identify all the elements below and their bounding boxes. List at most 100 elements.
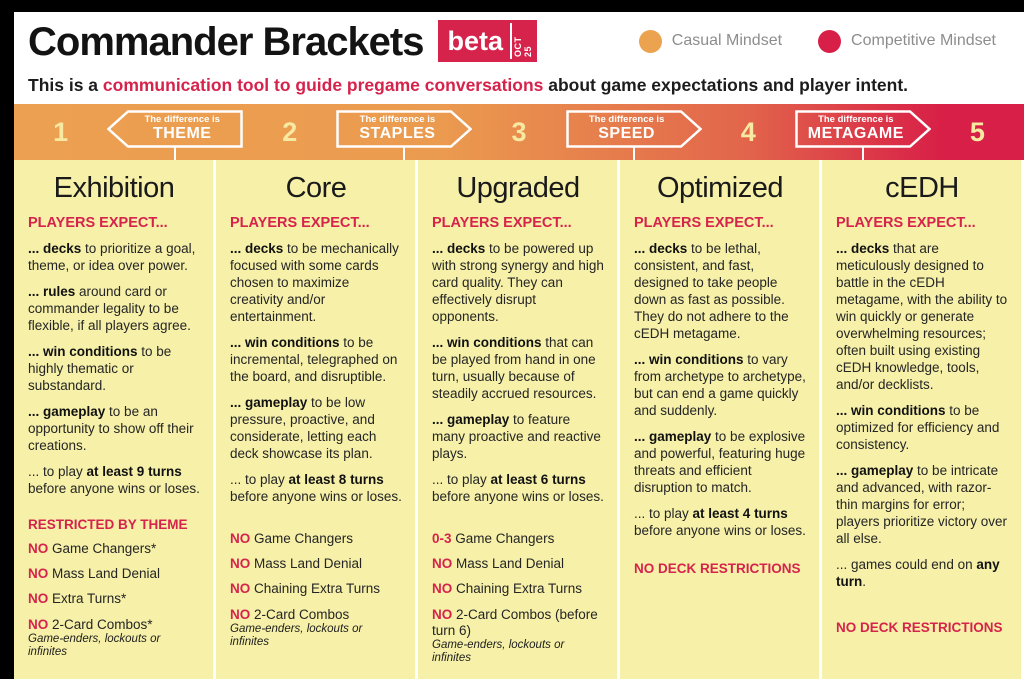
difference-sign-staples: The difference is STAPLES [336, 110, 473, 160]
sign-pre-text: The difference is [144, 113, 220, 125]
beta-date: OCT 25 [510, 23, 535, 59]
expectation-text: to be lethal, consistent, and fast, desi… [634, 241, 789, 341]
expectation-item: ... gameplay to be explosive and powerfu… [634, 428, 806, 496]
bracket-column-upgraded: Upgraded PLAYERS EXPECT... ... decks to be… [418, 160, 620, 679]
expectation-text: . [862, 574, 867, 589]
sign-text: The difference is STAPLES [336, 110, 472, 148]
legend-item-competitive: Competitive Mindset [818, 29, 996, 53]
restriction-subnote: Game-enders, lockouts or infinites [28, 632, 161, 658]
expectation-item: ... gameplay to be low pressure, proacti… [230, 394, 402, 462]
sign-stem [632, 147, 635, 160]
mindset-legend: Casual Mindset Competitive Mindset [613, 29, 996, 53]
bracket-columns: Exhibition PLAYERS EXPECT... ... decks to … [14, 160, 1024, 679]
sign-stem [861, 147, 864, 160]
restriction-item: NO Extra Turns* [28, 591, 200, 607]
sign-stem [174, 147, 177, 160]
bracket-number-5: 5 [969, 116, 985, 147]
column-title: Core [285, 172, 347, 204]
sign-pre-text: The difference is [588, 113, 665, 125]
restriction-tag: NO [230, 581, 251, 597]
expectation-keyword: ... decks [836, 241, 890, 256]
restriction-tag: NO [28, 616, 49, 632]
expectation-keyword: ... win conditions [432, 335, 542, 350]
bracket-scale-bar: 1 The difference is THEME 2 The differen… [14, 104, 1024, 160]
sign-text: The difference is METAGAME [795, 110, 931, 148]
title-row: Commander Brackets beta OCT 25 Casual Mi… [28, 20, 1014, 62]
restriction-text: Game Changers [250, 531, 354, 546]
expectation-item: ... decks to be powered up with strong s… [432, 240, 604, 325]
restrictions-header: RESTRICTED BY THEME [28, 517, 188, 532]
expectation-keyword: ... rules [28, 284, 76, 299]
expectation-keyword: at least 4 turns [692, 506, 788, 521]
expectation-text: ... to play [432, 472, 491, 487]
expectation-item: ... to play at least 4 turns before anyo… [634, 505, 806, 539]
subtitle-prefix: This is a [28, 75, 103, 95]
restriction-text: Mass Land Denial [452, 556, 565, 572]
players-expect-label: PLAYERS EXPECT... [836, 215, 976, 231]
restriction-item: NO Chaining Extra Turns [432, 581, 604, 597]
restriction-text: Chaining Extra Turns [452, 581, 583, 597]
expectation-keyword: at least 6 turns [490, 472, 586, 487]
restriction-tag: NO [432, 581, 453, 597]
competitive-mindset-dot-icon [818, 29, 842, 53]
expectation-text: to be incremental, telegraphed on the bo… [230, 335, 398, 384]
restriction-tag: 0-3 [432, 531, 452, 546]
expectation-text: ... to play [230, 472, 289, 487]
expectation-text: to be optimized for efficiency and consi… [836, 403, 1000, 452]
expectation-text: that are meticulously designed to battle… [836, 241, 1008, 392]
no-deck-restrictions-note: NO DECK RESTRICTIONS [836, 620, 1003, 635]
players-expect-label: PLAYERS EXPECT... [28, 215, 168, 231]
difference-sign-speed: The difference is SPEED [565, 110, 702, 160]
expectation-keyword: ... decks [28, 241, 82, 256]
sign-pre-text: The difference is [359, 113, 436, 125]
restriction-tag: NO [230, 606, 251, 622]
expectation-text: to be highly thematic or substandard. [28, 344, 172, 393]
subtitle-suffix: about game expectations and player inten… [543, 75, 909, 95]
players-expect-label: PLAYERS EXPECT... [432, 215, 572, 231]
expectation-item: ... decks to be lethal, consistent, and … [634, 240, 806, 342]
restriction-text: 2-Card Combos* [48, 616, 153, 632]
restriction-item: NO 2-Card Combos* Game-enders, lockouts o… [28, 617, 200, 660]
expectation-keyword: ... gameplay [836, 463, 914, 478]
players-expect-label: PLAYERS EXPECT... [634, 215, 774, 231]
restriction-item: NO Mass Land Denial [230, 556, 402, 572]
column-title: Exhibition [53, 172, 175, 204]
expectation-keyword: ... gameplay [432, 412, 510, 427]
content-area: Commander Brackets beta OCT 25 Casual Mi… [14, 12, 1024, 679]
expectation-item: ... win conditions to be optimized for e… [836, 402, 1008, 453]
expectation-item: ... win conditions to be incremental, te… [230, 334, 402, 385]
restriction-text: Game Changers [451, 531, 555, 546]
expectation-item: ... gameplay to feature many proactive a… [432, 411, 604, 462]
expectation-item: ... rules around card or commander legal… [28, 283, 200, 334]
legend-label: Casual Mindset [671, 32, 783, 49]
expectation-keyword: ... win conditions [28, 344, 138, 359]
restriction-item: NO Chaining Extra Turns [230, 581, 402, 597]
expectation-text: around card or commander legality to be … [28, 284, 191, 333]
expectation-text: to be intricate and advanced, with razor… [836, 463, 1008, 546]
expectation-keyword: ... gameplay [28, 404, 106, 419]
column-title: Upgraded [456, 172, 580, 204]
subtitle-highlight: communication tool to guide pregame conv… [102, 75, 544, 95]
restriction-tag: NO [230, 556, 251, 572]
restriction-text: Mass Land Denial [250, 556, 363, 572]
beta-label: beta [447, 26, 504, 56]
legend-item-casual: Casual Mindset [638, 29, 783, 53]
right-arrow-sign-icon [565, 110, 702, 148]
expectation-text: that can be played from hand in one turn… [432, 335, 597, 401]
left-arrow-sign-icon [107, 110, 243, 148]
restriction-tag: NO [28, 541, 49, 556]
expectation-keyword: at least 9 turns [86, 464, 182, 479]
sign-text: The difference is SPEED [566, 110, 702, 148]
difference-sign-metagame: The difference is METAGAME [795, 110, 931, 160]
difference-sign-theme: The difference is THEME [107, 110, 243, 160]
expectation-text: to feature many proactive and reactive p… [432, 412, 601, 461]
expectation-text: to be powered up with strong synergy and… [432, 241, 604, 324]
restriction-item: NO Mass Land Denial [432, 556, 604, 572]
expectation-text: before anyone wins or loses. [28, 481, 200, 496]
expectation-item: ... to play at least 8 turns before anyo… [230, 471, 402, 505]
right-arrow-sign-icon [795, 110, 931, 148]
header: Commander Brackets beta OCT 25 Casual Mi… [14, 12, 1024, 102]
players-expect-label: PLAYERS EXPECT... [230, 215, 370, 231]
bracket-number-4: 4 [740, 116, 756, 147]
expectation-text: to be low pressure, proactive, and consi… [230, 395, 377, 461]
